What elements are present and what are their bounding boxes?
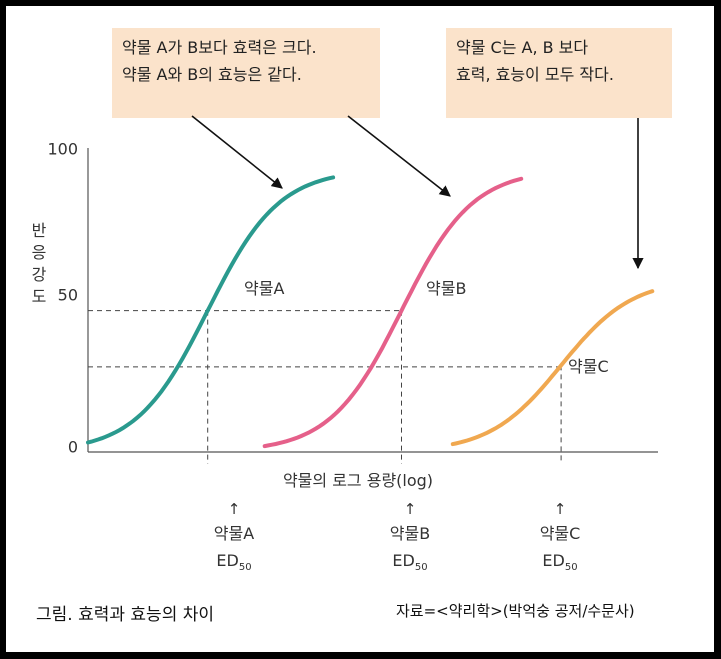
ed50-text: ED xyxy=(542,551,564,570)
ed50-subscript: 50 xyxy=(239,562,252,573)
ed50-text: ED xyxy=(392,551,414,570)
ed50-arrow-icon: ↑ xyxy=(228,500,241,518)
figure-frame: 약물 A가 B보다 효력은 크다. 약물 A와 B의 효능은 같다. 약물 C는… xyxy=(6,6,714,652)
ed50-value: ED50 xyxy=(216,551,251,573)
curve-drug-c xyxy=(450,289,655,447)
ed50-arrow-icon: ↑ xyxy=(404,500,417,518)
annotation-box-drug-c: 약물 C는 A, B 보다 효력, 효능이 모두 작다. xyxy=(446,28,672,118)
y-axis-label-char: 도 xyxy=(32,287,47,306)
ed50-subscript: 50 xyxy=(565,562,578,573)
curve-drug-a xyxy=(86,175,336,445)
figure-caption: 그림. 효력과 효능의 차이 xyxy=(36,605,215,625)
annotation-line-2: 약물 A와 B의 효능은 같다. xyxy=(122,65,302,84)
ed50-drug-name: 약물C xyxy=(540,524,581,543)
ed50-label-b: ↑ 약물B ED50 xyxy=(390,500,430,573)
ed50-text: ED xyxy=(216,551,238,570)
curve-label-drug-c: 약물C xyxy=(568,357,609,376)
ed50-value: ED50 xyxy=(392,551,427,573)
source-credit: 자료=<약리학>(박억숭 공저/수문사) xyxy=(396,602,635,620)
curve-label-drug-a: 약물A xyxy=(244,279,284,298)
annotation-arrow-b xyxy=(347,115,451,197)
ed50-arrow-icon: ↑ xyxy=(554,500,567,518)
y-tick-label-100: 100 xyxy=(47,140,78,159)
y-tick-label-50: 50 xyxy=(58,286,78,305)
y-axis-label-char: 강 xyxy=(32,265,47,284)
x-axis-label: 약물의 로그 용량(log) xyxy=(283,471,433,490)
ed50-drug-name: 약물B xyxy=(390,524,430,543)
annotation-line-2: 효력, 효능이 모두 작다. xyxy=(456,65,614,84)
y-tick-label-0: 0 xyxy=(68,438,78,457)
y-axis-label-char: 반 xyxy=(32,221,47,240)
curve-drug-b xyxy=(262,176,524,449)
annotation-arrow-a xyxy=(191,115,283,189)
curve-label-drug-b: 약물B xyxy=(426,279,466,298)
y-axis-label-char: 응 xyxy=(32,243,47,262)
annotation-line-1: 약물 C는 A, B 보다 xyxy=(456,38,589,57)
ed50-drug-name: 약물A xyxy=(214,524,254,543)
annotation-box-potency: 약물 A가 B보다 효력은 크다. 약물 A와 B의 효능은 같다. xyxy=(112,28,380,118)
ed50-value: ED50 xyxy=(542,551,577,573)
ed50-label-a: ↑ 약물A ED50 xyxy=(214,500,254,573)
annotation-line-1: 약물 A가 B보다 효력은 크다. xyxy=(122,38,317,57)
ed50-label-c: ↑ 약물C ED50 xyxy=(540,500,581,573)
ed50-subscript: 50 xyxy=(415,562,428,573)
